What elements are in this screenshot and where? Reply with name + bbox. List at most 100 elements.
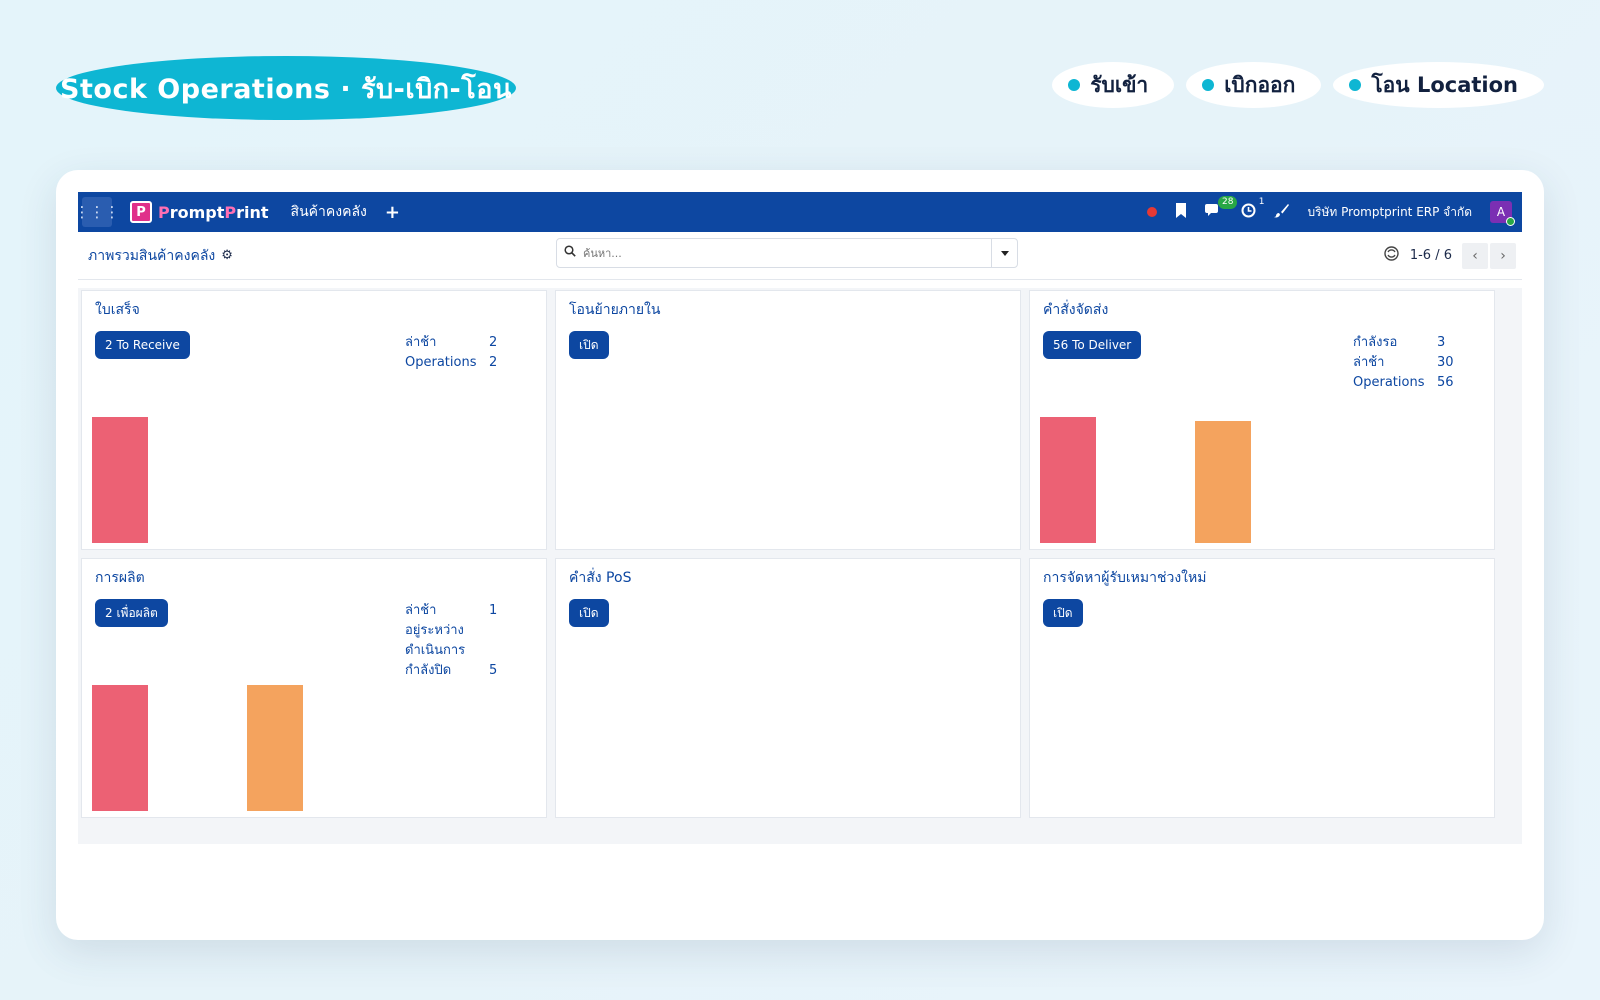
pager-next-chevron-right-icon[interactable]: ›	[1490, 242, 1516, 269]
card-action-button[interactable]: 2 เพื่อผลิต	[95, 599, 168, 627]
stat-row[interactable]: กำลังปิด 5	[405, 661, 497, 681]
stat-value: 56	[1437, 375, 1454, 390]
card-graph	[1040, 413, 1340, 543]
card-title[interactable]: คำสั่ง PoS	[569, 570, 632, 586]
stat-value: 1	[489, 603, 498, 618]
brand-letter-p: P	[158, 202, 170, 222]
pager: 1-6 / 6 ‹ ›	[1383, 242, 1522, 269]
stat-label: กำลังรอ	[1353, 335, 1398, 350]
stat-label: อยู่ระหว่างดำเนินการ	[405, 623, 466, 658]
operation-card: การจัดหาผู้รับเหมาช่วงใหม่เปิด	[1029, 558, 1495, 818]
card-title[interactable]: การจัดหาผู้รับเหมาช่วงใหม่	[1043, 570, 1207, 586]
messages-count-badge: 28	[1217, 196, 1238, 209]
card-title[interactable]: คำสั่งจัดส่ง	[1043, 302, 1109, 318]
graph-bar-late[interactable]	[92, 685, 148, 811]
breadcrumb: ภาพรวมสินค้าคงคลัง ⚙	[88, 245, 233, 267]
control-panel: ภาพรวมสินค้าคงคลัง ⚙ 1-6 / 6 ‹	[78, 232, 1522, 280]
graph-bar-late[interactable]	[1040, 417, 1096, 543]
pager-previous-chevron-left-icon[interactable]: ‹	[1462, 242, 1488, 269]
card-title[interactable]: โอนย้ายภายใน	[569, 302, 661, 318]
stat-value: 3	[1437, 335, 1446, 350]
operation-card: คำสั่ง PoS เปิด	[555, 558, 1021, 818]
bullet-dot-icon	[1202, 79, 1215, 91]
brand-text: rompt	[169, 202, 225, 222]
search-icon	[557, 245, 583, 261]
graph-bar-waiting[interactable]	[1195, 421, 1251, 543]
stat-row[interactable]: ล่าช้า 1	[405, 601, 497, 621]
chip-label: เบิกออก	[1224, 72, 1296, 97]
stat-value: 2	[489, 335, 498, 350]
pager-value[interactable]: 1-6 / 6	[1409, 248, 1452, 263]
user-avatar[interactable]: A	[1490, 201, 1515, 226]
brand-letter-p2: P	[224, 202, 237, 222]
card-action-button[interactable]: เปิด	[1043, 599, 1083, 627]
bullet-dot-icon	[1349, 79, 1362, 91]
card-graph	[92, 413, 392, 543]
promptprint-logo-icon: P	[130, 201, 152, 223]
graph-bar-late[interactable]	[92, 417, 148, 543]
refresh-icon[interactable]	[1383, 245, 1400, 266]
stat-value: 30	[1437, 355, 1454, 370]
chip-label: รับเข้า	[1090, 72, 1149, 97]
add-menu-icon[interactable]: +	[384, 201, 400, 223]
menu-inventory[interactable]: สินค้าคงคลัง	[290, 204, 367, 220]
stat-row[interactable]: กำลังรอ 3	[1353, 333, 1454, 353]
bookmark-icon[interactable]	[1175, 202, 1187, 222]
stat-row[interactable]: Operations 2	[405, 353, 497, 373]
card-action-button[interactable]: เปิด	[569, 599, 609, 627]
chip-label: โอน Location	[1371, 72, 1518, 97]
operation-card: การผลิต 2 เพื่อผลิต ล่าช้า 1 อยู่ระหว่างดำเน…	[81, 558, 547, 818]
search-bar	[556, 238, 1018, 268]
operation-card: คำสั่งจัดส่ง 56 To Deliver กำลังรอ 3 ล่าช้า 3…	[1029, 290, 1495, 550]
company-switcher[interactable]: บริษัท Promptprint ERP จำกัด	[1307, 204, 1472, 219]
page-hero-title: Stock Operations · รับ-เบิก-โอน	[56, 56, 516, 120]
messages-icon[interactable]: 28	[1205, 196, 1238, 221]
card-stats: กำลังรอ 3 ล่าช้า 30 Operations 56	[1353, 333, 1454, 393]
stat-label: Operations	[1353, 375, 1425, 390]
activity-clock-icon[interactable]: 1	[1241, 197, 1264, 222]
search-input[interactable]	[583, 246, 991, 260]
chip-issue: เบิกออก	[1186, 62, 1322, 108]
feature-chips: รับเข้า เบิกออก โอน Location	[1052, 62, 1544, 108]
card-stats: ล่าช้า 2 Operations 2	[405, 333, 497, 373]
stat-label: ล่าช้า	[405, 603, 437, 618]
stat-value: 5	[489, 663, 498, 678]
search-options-toggle[interactable]	[991, 239, 1017, 267]
chip-receive: รับเข้า	[1052, 62, 1175, 108]
brand-text-2: rint	[236, 202, 269, 222]
breadcrumb-title: ภาพรวมสินค้าคงคลัง	[88, 247, 216, 264]
bullet-dot-icon	[1068, 79, 1081, 91]
card-action-button[interactable]: 56 To Deliver	[1043, 331, 1142, 359]
operation-card: ใบเสร็จ 2 To Receive ล่าช้า 2 Operations 2	[81, 290, 547, 550]
recording-dot-icon[interactable]	[1147, 207, 1158, 217]
stat-row[interactable]: อยู่ระหว่างดำเนินการ	[405, 621, 497, 661]
card-action-button[interactable]: 2 To Receive	[95, 331, 190, 359]
card-stats: ล่าช้า 1 อยู่ระหว่างดำเนินการกำลังปิด 5	[405, 601, 497, 681]
stat-label: ล่าช้า	[405, 335, 437, 350]
stat-value: 2	[489, 355, 498, 370]
card-graph	[92, 681, 392, 811]
activity-count-badge: 1	[1258, 196, 1265, 207]
operation-card: โอนย้ายภายในเปิด	[555, 290, 1021, 550]
card-title[interactable]: การผลิต	[95, 570, 145, 586]
stat-label: Operations	[405, 355, 477, 370]
avatar-letter: A	[1496, 205, 1506, 219]
operation-types-kanban: ใบเสร็จ 2 To Receive ล่าช้า 2 Operations 2 โอน…	[78, 288, 1522, 844]
stat-row[interactable]: Operations 56	[1353, 373, 1454, 393]
chip-transfer: โอน Location	[1333, 62, 1544, 108]
navbar-systray: 28 1 บริษัท Promptprint ERP จำกัด A	[1147, 196, 1522, 226]
stat-row[interactable]: ล่าช้า 2	[405, 333, 497, 353]
paint-brush-icon[interactable]	[1274, 203, 1290, 222]
card-title[interactable]: ใบเสร็จ	[95, 302, 140, 318]
online-status-icon	[1506, 217, 1515, 226]
graph-bar-waiting[interactable]	[247, 685, 303, 811]
stat-label: ล่าช้า	[1353, 355, 1385, 370]
gear-icon[interactable]: ⚙	[221, 248, 233, 263]
card-action-button[interactable]: เปิด	[569, 331, 609, 359]
stat-row[interactable]: ล่าช้า 30	[1353, 353, 1454, 373]
app-grid-icon[interactable]: ⋮⋮⋮	[75, 197, 120, 227]
